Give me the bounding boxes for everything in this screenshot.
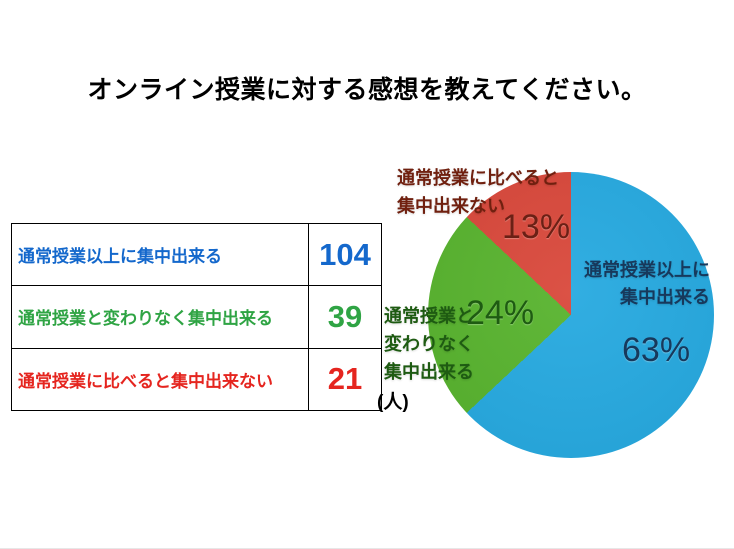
table-row: 通常授業以上に集中出来る 104 [11, 222, 382, 287]
row-label-concentrate-more: 通常授業以上に集中出来る [11, 222, 309, 287]
data-table: 通常授業以上に集中出来る 104 通常授業と変わりなく集中出来る 39 通常授業… [11, 222, 382, 412]
pie-chart [428, 172, 714, 458]
row-label-concentrate-same: 通常授業と変わりなく集中出来る [11, 285, 309, 349]
row-value-concentrate-less: 21 [308, 347, 382, 412]
table-row: 通常授業に比べると集中出来ない 21 [11, 347, 382, 412]
row-label-concentrate-less: 通常授業に比べると集中出来ない [11, 347, 309, 412]
pie-percent-concentrate-more: 63% [622, 331, 691, 369]
slice-label-concentrate-more: 通常授業以上に 集中出来る [584, 260, 710, 307]
row-value-concentrate-more: 104 [308, 222, 382, 287]
unit-label: (人) [377, 392, 409, 413]
pie-percent-concentrate-less: 13% [502, 208, 571, 246]
slice-label-concentrate-less: 通常授業に比べると 集中出来ない [397, 168, 559, 216]
pie-percent-concentrate-same: 24% [466, 294, 535, 332]
row-value-concentrate-same: 39 [308, 285, 382, 349]
slice-label-concentrate-same: 通常授業と 変わりなく 集中出来る [384, 306, 474, 382]
page-title: オンライン授業に対する感想を教えてください。 [87, 76, 647, 104]
table-row: 通常授業と変わりなく集中出来る 39 [11, 285, 382, 349]
